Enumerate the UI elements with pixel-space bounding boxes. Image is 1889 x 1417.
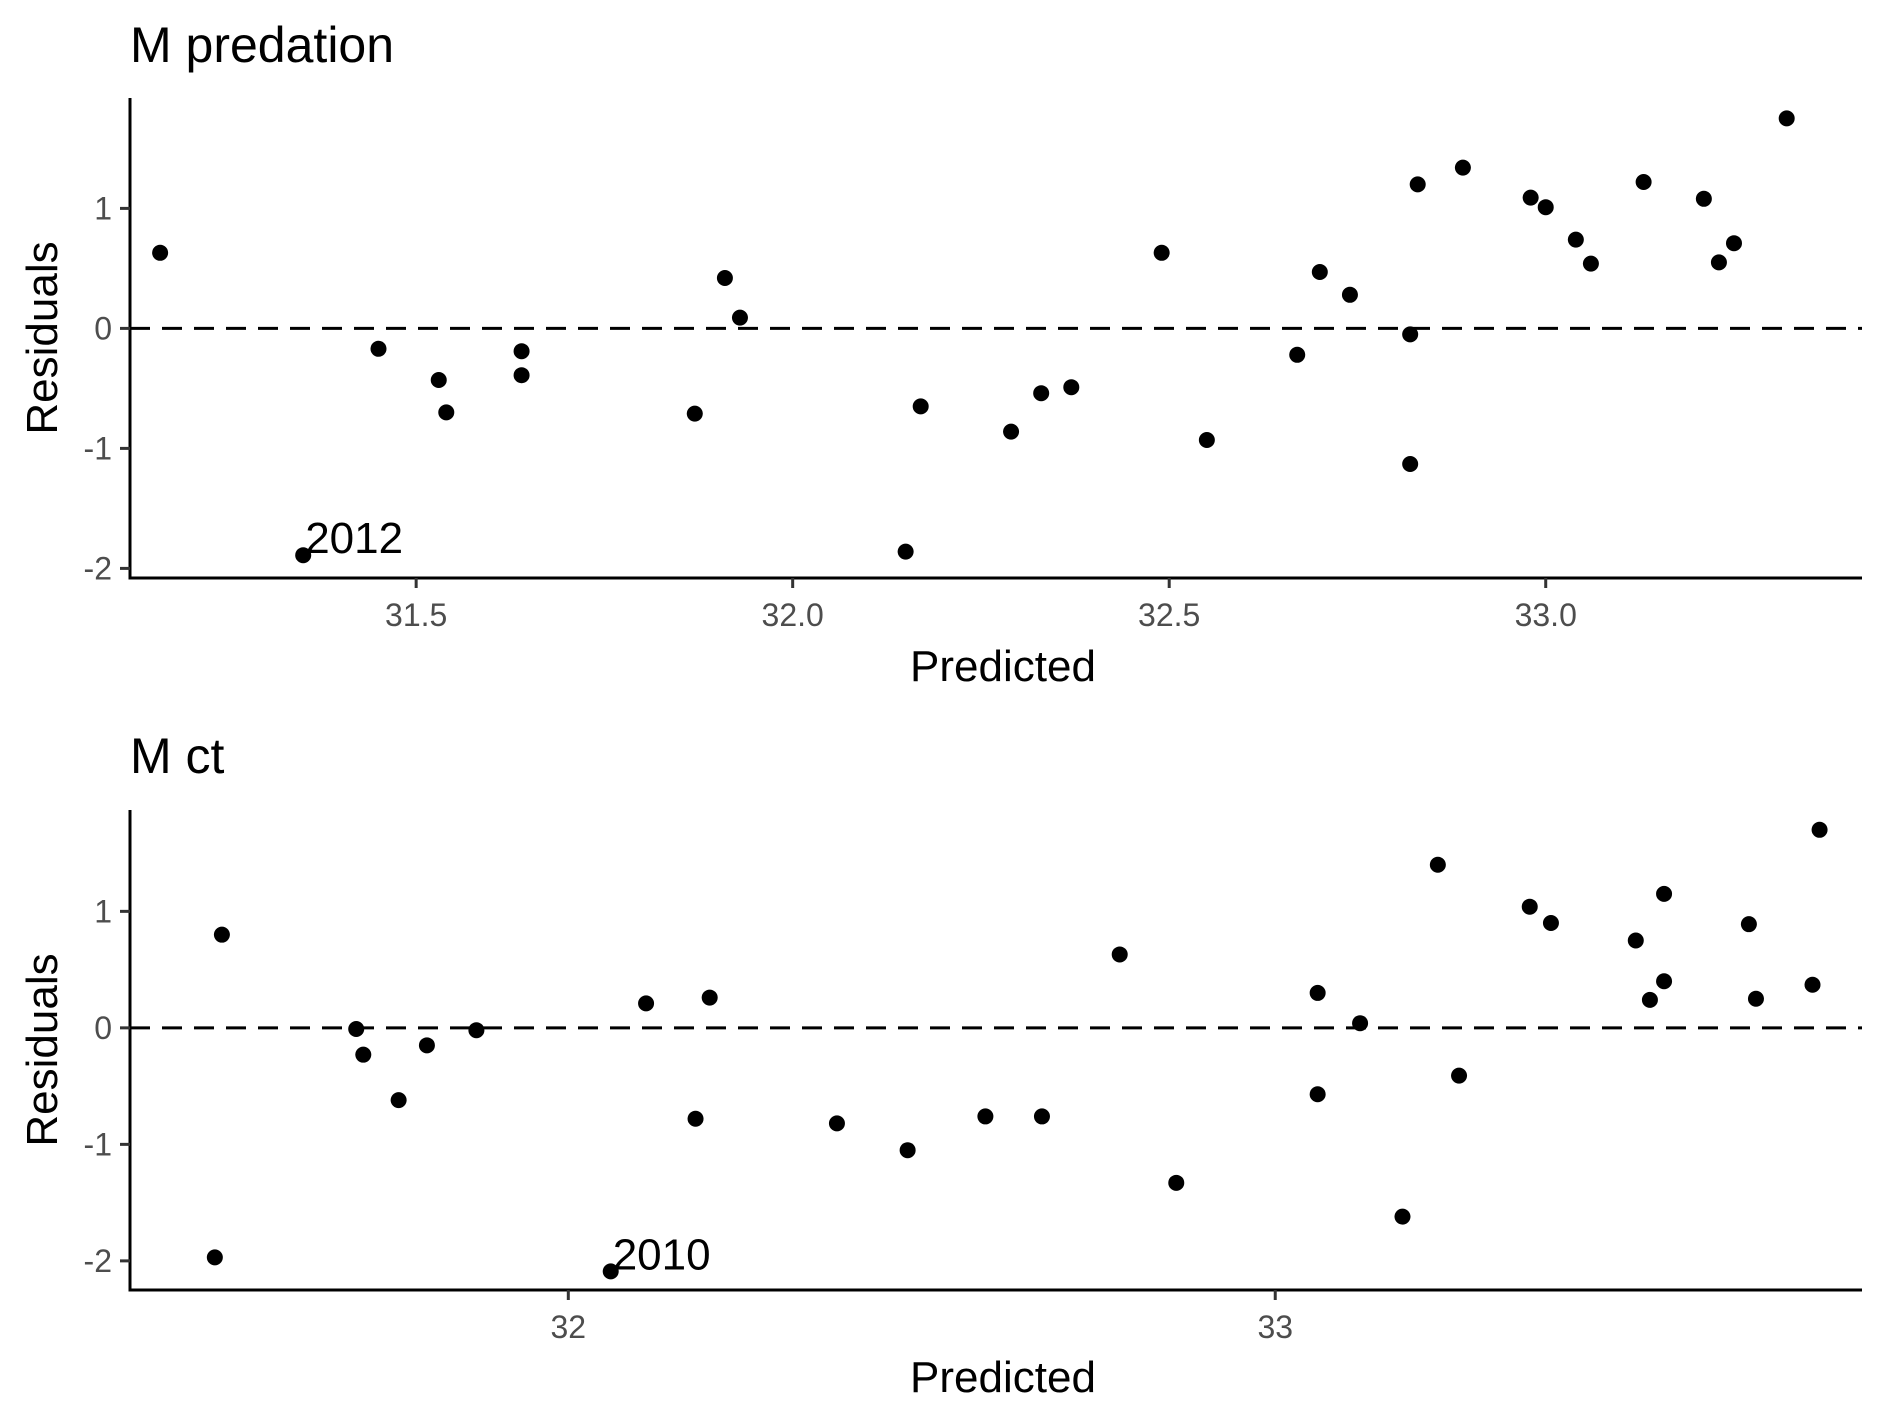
data-point	[348, 1021, 365, 1038]
data-point	[1289, 346, 1306, 363]
data-point	[1409, 176, 1426, 193]
data-point	[1656, 885, 1673, 902]
y-tick-label: 1	[94, 893, 112, 929]
panel-title: M predation	[130, 17, 394, 73]
data-point	[513, 367, 530, 384]
data-point	[1635, 174, 1652, 190]
data-point	[213, 926, 230, 943]
data-point	[1003, 423, 1020, 440]
data-point	[1033, 385, 1050, 402]
data-point	[1451, 1067, 1468, 1084]
y-tick-label: -1	[84, 430, 112, 466]
axes-frame	[128, 98, 1862, 580]
data-point	[687, 1110, 704, 1127]
data-point	[1352, 1015, 1369, 1032]
data-point	[1725, 235, 1742, 252]
x-axis-label: Predicted	[910, 1353, 1096, 1402]
y-tick-label: 0	[94, 1010, 112, 1046]
data-point	[686, 405, 703, 422]
panel-m-predation: M predation Residuals Predicted -2 -1 0 1 31…	[18, 17, 1862, 691]
data-point	[1454, 159, 1471, 176]
data-point	[1341, 286, 1358, 303]
data-point	[912, 398, 929, 415]
data-point	[1641, 991, 1658, 1008]
data-point	[731, 309, 748, 326]
data-point	[1778, 110, 1795, 127]
x-tick-label: 33	[1257, 1309, 1293, 1345]
data-point	[152, 244, 169, 261]
data-point	[828, 1115, 845, 1132]
x-tick-label: 32.0	[762, 597, 824, 633]
data-point	[430, 372, 447, 388]
data-point	[1309, 984, 1326, 1001]
data-point	[1656, 973, 1673, 990]
panel-m-ct: M ct Residuals Predicted -2 -1 0 1 32 33 2010	[18, 728, 1862, 1402]
data-point	[468, 1022, 485, 1039]
x-tick-label: 32	[551, 1309, 587, 1345]
data-point	[1402, 326, 1419, 343]
data-point	[602, 1263, 619, 1280]
point-annotation: 2010	[613, 1230, 711, 1279]
data-point	[1402, 456, 1419, 472]
axes-frame	[128, 810, 1862, 1292]
data-point	[1111, 946, 1128, 963]
data-point	[1567, 231, 1584, 248]
data-point	[1033, 1108, 1050, 1125]
y-tick-label: -2	[84, 1243, 112, 1279]
y-tick-label: 1	[94, 190, 112, 226]
data-point	[1740, 916, 1757, 933]
data-point	[1747, 990, 1764, 1007]
data-point	[1309, 1086, 1326, 1103]
panel-title: M ct	[130, 728, 225, 784]
data-point	[370, 340, 387, 357]
data-point	[1627, 932, 1644, 949]
data-point	[1394, 1208, 1411, 1225]
data-point	[513, 343, 530, 360]
data-point	[1063, 379, 1080, 396]
data-point	[1811, 821, 1828, 838]
point-annotation: 2012	[305, 514, 403, 563]
y-tick-label: -2	[84, 550, 112, 586]
data-point	[1311, 264, 1328, 280]
data-point	[1582, 255, 1599, 272]
data-point	[1168, 1174, 1185, 1191]
data-point	[438, 404, 455, 421]
y-tick-label: -1	[84, 1126, 112, 1162]
data-point	[1522, 189, 1539, 206]
x-axis-label: Predicted	[910, 642, 1096, 691]
data-point	[1153, 244, 1170, 261]
x-tick-label: 33.0	[1515, 597, 1577, 633]
y-axis-label: Residuals	[18, 241, 67, 434]
data-point	[295, 547, 312, 564]
y-tick-label: 0	[94, 310, 112, 346]
data-point	[206, 1249, 223, 1266]
data-point	[1710, 254, 1727, 271]
data-point	[701, 989, 718, 1006]
data-point	[977, 1108, 994, 1125]
data-point	[1429, 856, 1446, 873]
data-point	[1198, 432, 1215, 448]
data-point	[899, 1142, 916, 1159]
data-point	[355, 1046, 372, 1063]
data-point	[1804, 976, 1821, 993]
data-point	[1695, 190, 1712, 207]
x-tick-label: 32.5	[1138, 597, 1200, 633]
data-point	[390, 1092, 407, 1109]
data-point	[1537, 199, 1554, 216]
data-point	[418, 1037, 435, 1054]
data-point	[1542, 915, 1559, 932]
data-point	[716, 270, 733, 286]
x-tick-label: 31.5	[385, 597, 447, 633]
data-point	[1521, 898, 1538, 915]
data-point	[638, 995, 655, 1012]
y-axis-label: Residuals	[18, 953, 67, 1146]
data-point	[897, 543, 914, 560]
